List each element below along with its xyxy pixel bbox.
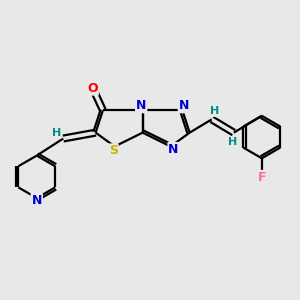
Text: H: H — [52, 128, 62, 138]
Text: F: F — [257, 171, 266, 184]
Text: H: H — [210, 106, 219, 116]
Text: N: N — [179, 99, 189, 112]
Text: N: N — [168, 143, 179, 156]
Text: H: H — [228, 137, 237, 147]
Text: N: N — [136, 99, 146, 112]
Text: N: N — [32, 194, 42, 207]
Text: S: S — [109, 144, 118, 158]
Text: O: O — [87, 82, 98, 95]
